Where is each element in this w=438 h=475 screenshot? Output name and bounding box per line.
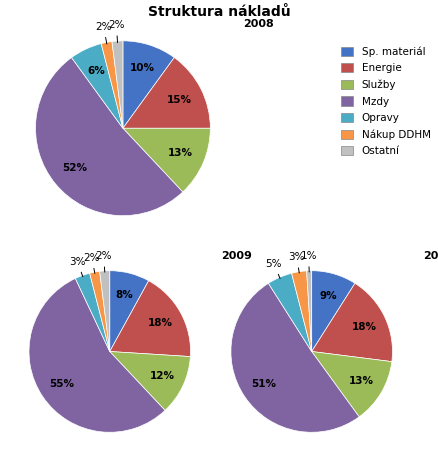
Text: Struktura nákladů: Struktura nákladů bbox=[148, 5, 290, 19]
Wedge shape bbox=[89, 271, 110, 352]
Wedge shape bbox=[123, 57, 210, 128]
Text: 2008: 2008 bbox=[243, 19, 273, 29]
Wedge shape bbox=[123, 128, 210, 192]
Legend: Sp. materiál, Energie, Služby, Mzdy, Opravy, Nákup DDHM, Ostatní: Sp. materiál, Energie, Služby, Mzdy, Opr… bbox=[337, 43, 433, 160]
Text: 5%: 5% bbox=[265, 259, 282, 278]
Text: 18%: 18% bbox=[148, 318, 173, 329]
Text: 1%: 1% bbox=[300, 251, 316, 272]
Text: 13%: 13% bbox=[349, 376, 374, 386]
Wedge shape bbox=[311, 283, 392, 361]
Text: 2009: 2009 bbox=[220, 250, 251, 260]
Text: 52%: 52% bbox=[62, 163, 87, 173]
Wedge shape bbox=[101, 41, 123, 128]
Wedge shape bbox=[230, 283, 358, 432]
Wedge shape bbox=[112, 41, 123, 128]
Text: 2%: 2% bbox=[108, 20, 124, 43]
Wedge shape bbox=[123, 41, 174, 128]
Text: 9%: 9% bbox=[318, 291, 336, 301]
Wedge shape bbox=[110, 281, 190, 357]
Text: 6%: 6% bbox=[87, 66, 105, 76]
Wedge shape bbox=[75, 273, 110, 352]
Text: 2%: 2% bbox=[95, 251, 112, 272]
Wedge shape bbox=[291, 271, 311, 352]
Wedge shape bbox=[306, 271, 311, 352]
Text: 2010: 2010 bbox=[422, 250, 438, 260]
Text: 10%: 10% bbox=[130, 63, 155, 74]
Wedge shape bbox=[110, 352, 190, 410]
Text: 15%: 15% bbox=[166, 95, 191, 104]
Text: 12%: 12% bbox=[149, 371, 174, 381]
Wedge shape bbox=[268, 273, 311, 352]
Text: 2%: 2% bbox=[84, 253, 100, 274]
Text: 18%: 18% bbox=[351, 322, 376, 332]
Wedge shape bbox=[29, 278, 165, 432]
Wedge shape bbox=[311, 352, 391, 417]
Wedge shape bbox=[35, 57, 182, 216]
Text: 8%: 8% bbox=[115, 290, 133, 300]
Text: 13%: 13% bbox=[168, 148, 193, 158]
Wedge shape bbox=[311, 271, 354, 352]
Text: 55%: 55% bbox=[49, 379, 74, 389]
Text: 2%: 2% bbox=[95, 22, 112, 44]
Text: 3%: 3% bbox=[69, 257, 85, 276]
Wedge shape bbox=[110, 271, 148, 352]
Wedge shape bbox=[99, 271, 110, 352]
Text: 3%: 3% bbox=[288, 252, 304, 273]
Wedge shape bbox=[71, 44, 123, 128]
Text: 51%: 51% bbox=[251, 379, 276, 389]
